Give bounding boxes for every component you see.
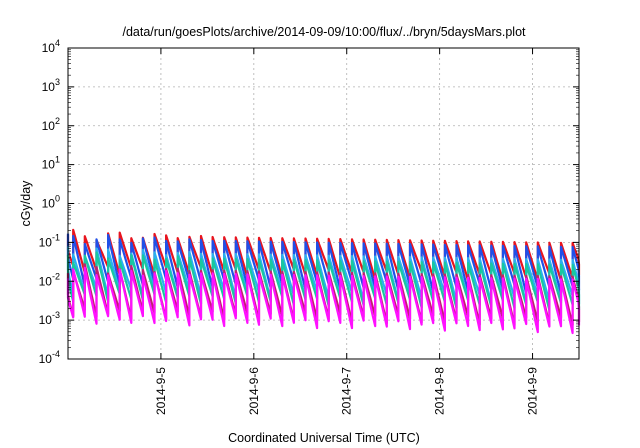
y-tick-label: 100: [42, 194, 60, 211]
y-tick-label: 104: [42, 38, 60, 55]
series-line: [66, 228, 581, 283]
axis-ticks: 10-4 10-3 10-2 10-1 100 101 102 103 104 2014-9-5 2…: [39, 38, 579, 415]
x-tick-label: 2014-9-9: [526, 367, 540, 415]
x-tick-label: 2014-9-6: [247, 367, 261, 415]
x-tick-label: 2014-9-5: [154, 367, 168, 415]
x-tick-label: 2014-9-7: [340, 367, 354, 415]
chart-title: /data/run/goesPlots/archive/2014-09-09/1…: [122, 25, 526, 39]
x-axis-label: Coordinated Universal Time (UTC): [228, 431, 420, 445]
y-tick-label: 10-2: [39, 271, 60, 288]
y-tick-label: 10-4: [39, 349, 60, 366]
series-line: [66, 246, 581, 305]
plot-frame: [67, 47, 580, 360]
series-group: [66, 228, 581, 335]
y-tick-label: 10-3: [39, 310, 60, 327]
x-tick-label: 2014-9-8: [433, 367, 447, 415]
y-tick-label: 101: [42, 155, 60, 172]
series-line: [66, 233, 581, 296]
y-axis-label: cGy/day: [19, 180, 33, 227]
series-line: [66, 251, 581, 312]
y-tick-label: 10-1: [39, 232, 60, 249]
y-tick-label: 103: [42, 77, 60, 94]
y-tick-label: 102: [42, 116, 60, 133]
series-line: [66, 266, 581, 335]
